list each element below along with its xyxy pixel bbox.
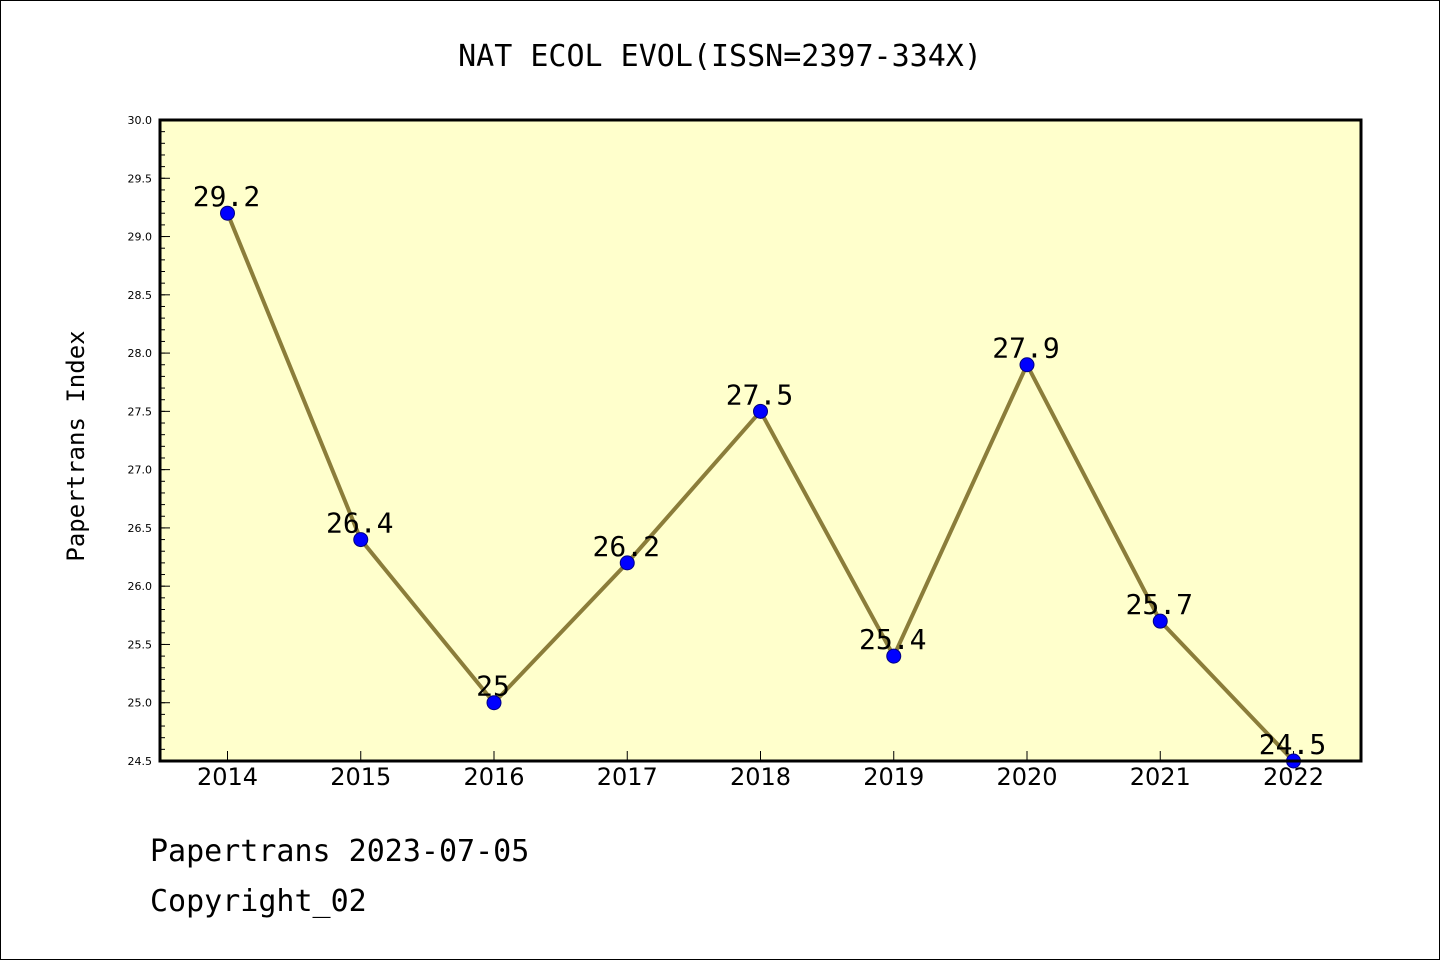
y-tick-label: 29.0: [128, 231, 153, 244]
data-label: 25.4: [859, 623, 926, 656]
x-tick-label: 2018: [730, 763, 791, 791]
data-labels: 29.2 26.4 25 26.2 27.5 25.4 27.9 25.7 24.5: [193, 180, 1326, 761]
data-label: 26.2: [593, 530, 660, 563]
y-tick-label: 27.0: [128, 464, 153, 477]
data-point: [619, 555, 635, 571]
data-point: [220, 205, 235, 221]
footer-date: Papertrans 2023-07-05: [150, 834, 530, 869]
data-point: [753, 403, 768, 419]
data-point: [886, 648, 902, 664]
data-label: 25: [476, 670, 510, 703]
data-label: 26.4: [326, 507, 393, 540]
x-tick-label: 2015: [330, 763, 391, 791]
x-tick-label: 2021: [1130, 763, 1191, 791]
x-tick-label: 2017: [597, 763, 658, 791]
x-tick-label: 2019: [863, 763, 924, 791]
x-tick-label: 2016: [463, 763, 524, 791]
y-tick-label: 30.0: [128, 114, 153, 127]
y-tick-label: 26.0: [128, 580, 153, 593]
data-label: 24.5: [1259, 728, 1326, 761]
data-markers: [220, 205, 1301, 769]
y-tick-label: 27.5: [128, 405, 153, 418]
y-tick-label: 29.5: [128, 172, 153, 185]
footer-copyright: Copyright_02: [150, 884, 367, 919]
y-axis-label: Papertrans Index: [62, 330, 90, 561]
data-label: 25.7: [1126, 588, 1193, 621]
y-tick-label: 25.0: [128, 697, 153, 710]
data-point: [353, 532, 369, 548]
y-tick-label: 28.0: [128, 347, 153, 360]
x-tick-label: 2014: [197, 763, 258, 791]
data-label: 27.9: [992, 332, 1059, 365]
chart-title: NAT ECOL EVOL(ISSN=2397-334X): [458, 39, 982, 74]
y-tick-label: 28.5: [128, 289, 153, 302]
plot-area: [160, 120, 1361, 761]
data-point: [486, 695, 502, 711]
data-label: 27.5: [726, 378, 793, 411]
x-axis-ticks: 2014 2015 2016 2017 2018 2019 2020 2021 2022: [197, 751, 1324, 791]
data-point: [1019, 357, 1035, 373]
y-tick-label: 25.5: [128, 638, 153, 651]
plot-border: [158, 118, 1363, 763]
y-axis-ticks: 24.5 25.0 25.5 26.0 26.5 27.0 27.5 28.0 28.5 29.0…: [128, 114, 170, 768]
data-label: 29.2: [193, 180, 260, 213]
data-point: [1152, 613, 1168, 629]
y-tick-label: 26.5: [128, 522, 153, 535]
y-tick-label: 24.5: [128, 755, 153, 768]
x-tick-label: 2020: [996, 763, 1057, 791]
